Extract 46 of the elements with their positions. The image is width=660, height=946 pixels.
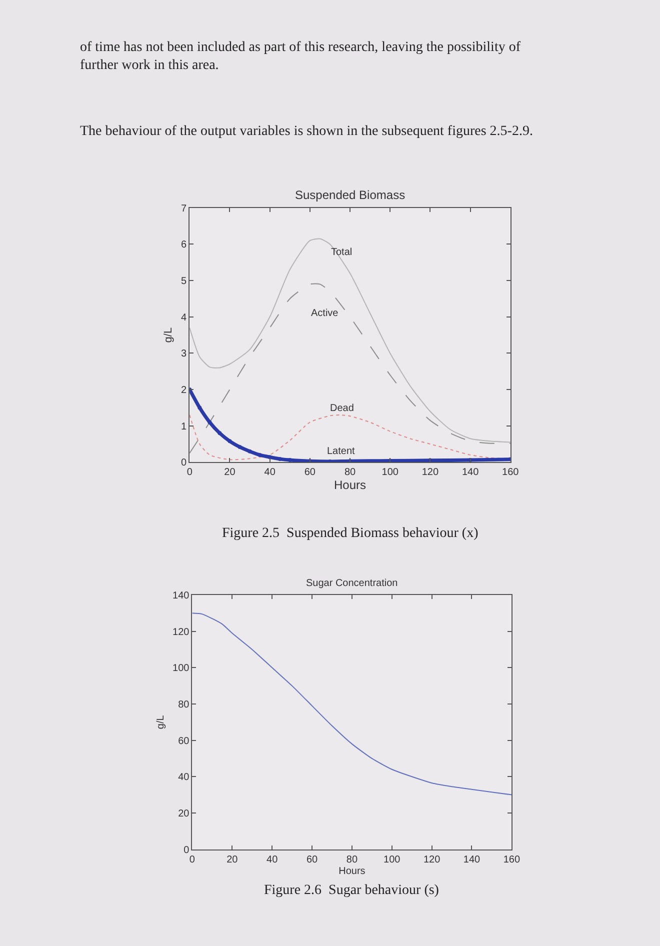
x-tick-label: 60: [304, 467, 316, 478]
chart-title: Sugar Concentration: [306, 578, 398, 589]
x-tick-label: 100: [382, 467, 399, 478]
chart-title: Suspended Biomass: [295, 188, 406, 202]
caption: Figure 2.6 Sugar behaviour (s): [264, 883, 440, 898]
y-tick-label: 2: [181, 385, 188, 396]
y-tick-label: 7: [181, 203, 188, 214]
y-tick-label: 0: [181, 458, 188, 469]
x-tick-label: 80: [344, 467, 356, 478]
x-tick-label: 80: [346, 854, 358, 866]
x-tick-label: 40: [266, 854, 278, 866]
x-tick-label: 120: [423, 854, 441, 866]
x-tick-label: 140: [462, 467, 480, 478]
y-tick-label: 3: [181, 348, 188, 360]
y-tick-label: 140: [172, 590, 190, 602]
x-tick-label: 140: [463, 854, 481, 866]
x-axis-title: Hours: [338, 866, 366, 877]
y-tick-label: 4: [181, 312, 188, 324]
x-axis-title: Hours: [334, 478, 366, 492]
y-tick-label: 120: [172, 626, 190, 638]
y-tick-label: 1: [181, 421, 188, 432]
y-tick-label: 80: [178, 699, 190, 710]
x-tick-label: 100: [384, 854, 401, 866]
y-tick-label: 0: [184, 844, 190, 856]
x-tick-label: 60: [306, 854, 318, 866]
x-tick-label: 120: [422, 467, 439, 478]
y-tick-label: 100: [172, 663, 190, 674]
caption: Figure 2.5 Suspended Biomass behaviour (x): [222, 526, 479, 541]
x-tick-label: 160: [503, 854, 520, 866]
y-tick-label: 6: [181, 240, 188, 251]
text: The behaviour of the output variables is shown in the subsequent figures 2.5-2.9.: [80, 124, 533, 139]
annotation: Active: [311, 308, 339, 319]
x-tick-label: 20: [226, 854, 238, 866]
annotation: Latent: [327, 446, 356, 457]
x-tick-label: 20: [224, 467, 236, 478]
x-tick-label: 160: [502, 467, 520, 478]
annotation: Dead: [330, 403, 354, 414]
text: of time has not been included as part of this research, leaving the possibility of further work in this area.: [80, 40, 521, 74]
y-tick-label: 20: [178, 808, 190, 820]
annotation: Total: [331, 247, 352, 258]
x-tick-label: 40: [264, 467, 276, 478]
y-axis-title: g/L: [162, 327, 175, 343]
y-tick-label: 5: [181, 276, 188, 288]
y-tick-label: 60: [178, 736, 190, 747]
y-tick-label: 40: [178, 772, 190, 784]
y-axis-title: g/L: [156, 714, 167, 730]
